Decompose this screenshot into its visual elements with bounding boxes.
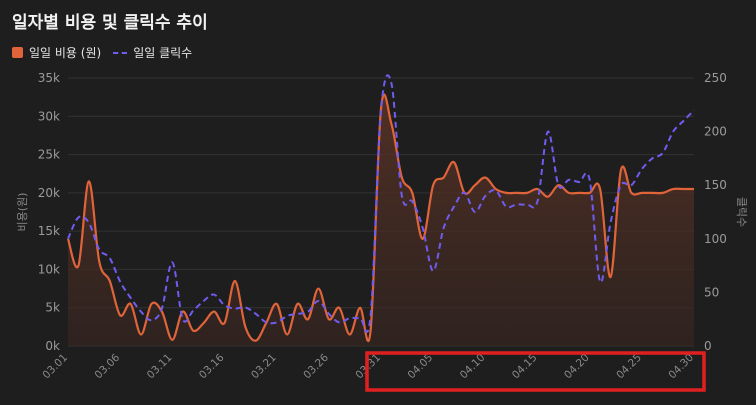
right-tick-label: 150: [704, 178, 727, 192]
right-tick-label: 100: [704, 232, 727, 246]
left-tick-label: 35k: [38, 71, 60, 85]
x-tick-label: 04.30: [666, 352, 696, 382]
x-tick-label: 03.11: [145, 352, 175, 382]
right-axis-label: 클릭수: [735, 197, 748, 227]
x-tick-label: 04.05: [406, 352, 436, 382]
chart-title: 일자별 비용 및 클릭수 추이: [12, 13, 208, 33]
x-tick-label: 03.21: [249, 352, 279, 382]
legend-clicks-swatch: [113, 51, 128, 54]
x-tick-label: 03.01: [40, 352, 70, 382]
cost-area: [68, 94, 694, 346]
x-tick-label: 04.10: [458, 352, 488, 382]
right-tick-label: 250: [704, 71, 727, 85]
x-tick-label: 03.26: [301, 351, 331, 381]
right-tick-label: 200: [704, 125, 727, 139]
cost-line: [66, 93, 694, 343]
x-tick-label: 04.25: [614, 352, 644, 382]
right-tick-label: 0: [704, 339, 712, 353]
left-tick-label: 5k: [45, 301, 60, 315]
legend-cost-label: 일일 비용 (원): [29, 46, 102, 60]
legend: 일일 비용 (원) 일일 클릭수: [12, 44, 192, 61]
left-axis-ticks: 0k 5k 10k 15k 20k 25k 30k 35k: [38, 71, 60, 353]
right-tick-label: 50: [704, 285, 719, 299]
left-tick-label: 15k: [38, 224, 60, 238]
x-tick-label: 03.16: [197, 351, 227, 381]
x-tick-label: 04.15: [510, 352, 540, 382]
left-tick-label: 20k: [38, 186, 60, 200]
left-tick-label: 25k: [38, 148, 60, 162]
legend-clicks-label: 일일 클릭수: [133, 46, 193, 60]
x-tick-label: 03.06: [93, 351, 123, 381]
left-tick-label: 30k: [38, 109, 60, 123]
left-tick-label: 0k: [45, 339, 60, 353]
right-axis-ticks: 0 50 100 150 200 250: [704, 71, 727, 353]
left-axis-label: 비용(원): [16, 193, 29, 232]
legend-cost-swatch: [12, 47, 23, 58]
highlight-box: [365, 351, 706, 392]
clicks-line: [67, 74, 695, 333]
x-tick-label: 04.20: [562, 352, 592, 382]
left-tick-label: 10k: [38, 262, 60, 276]
